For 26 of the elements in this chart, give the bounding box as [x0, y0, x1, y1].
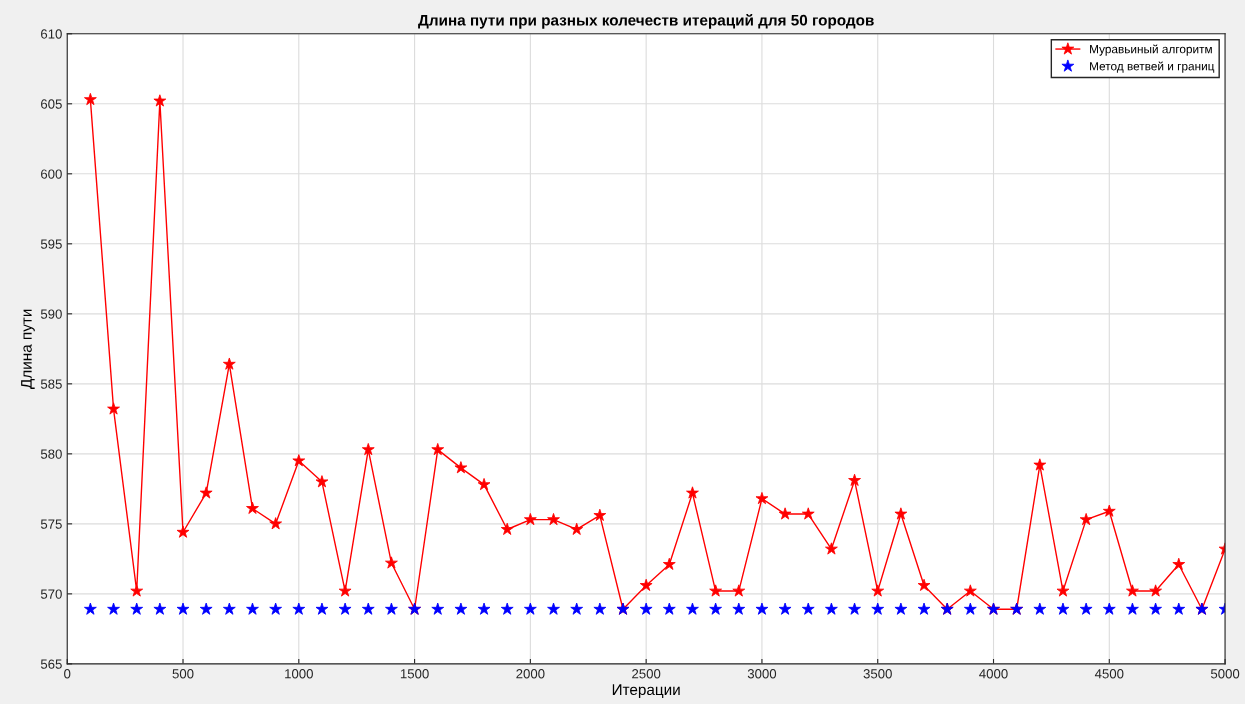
- y-tick-label: 590: [40, 309, 62, 319]
- y-tick-label: 585: [40, 379, 62, 389]
- legend-label: Муравьиный алгоритм: [1090, 44, 1212, 56]
- x-tick-label: 4500: [1094, 669, 1124, 679]
- y-tick-label: 565: [40, 659, 62, 669]
- x-tick-label: 4000: [979, 669, 1008, 679]
- y-tick-label: 600: [41, 169, 62, 179]
- x-axis-title: Итерации: [612, 684, 680, 699]
- y-tick-label: 610: [41, 29, 62, 39]
- x-tick-label: 3000: [747, 669, 777, 679]
- y-tick-label: 570: [40, 589, 62, 599]
- y-axis-title: Длина пути: [21, 309, 35, 389]
- x-tick-label: 1000: [285, 669, 313, 679]
- legend-label: Метод ветвей и границ: [1090, 61, 1215, 73]
- x-tick-label: 500: [172, 669, 194, 679]
- y-tick-label: 575: [40, 519, 62, 529]
- x-tick-label: 3500: [863, 669, 892, 679]
- x-tick-label: 2000: [516, 669, 545, 679]
- x-tick-label: 5000: [1210, 669, 1240, 679]
- x-tick-label: 2500: [632, 669, 661, 679]
- x-tick-label: 1500: [400, 669, 429, 679]
- x-tick-label: 0: [64, 669, 71, 679]
- chart-title: Длина пути при разных колечеств итераций для 50 городов: [418, 14, 874, 29]
- y-tick-label: 595: [40, 239, 62, 249]
- y-tick-label: 580: [40, 449, 62, 459]
- y-tick-label: 605: [41, 99, 62, 109]
